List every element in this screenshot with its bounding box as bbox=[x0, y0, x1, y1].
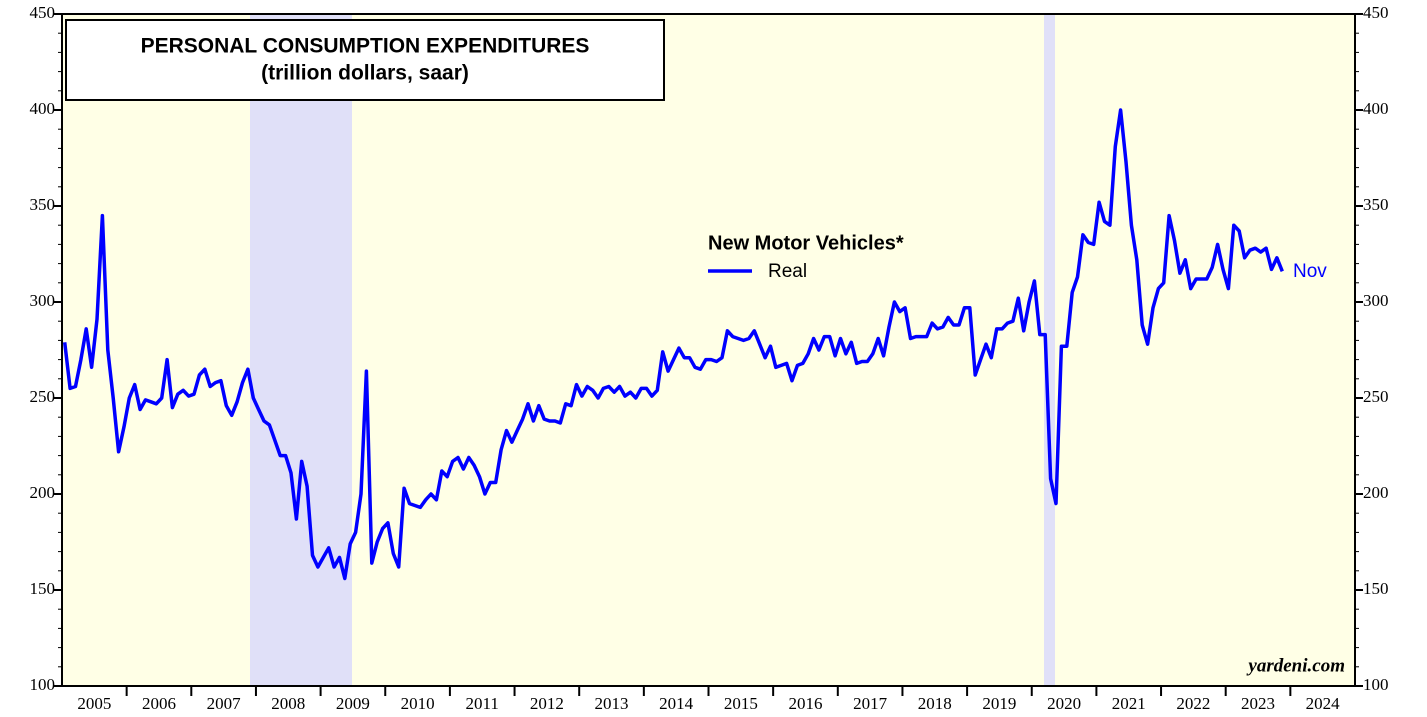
x-tick-label: 2022 bbox=[1176, 694, 1210, 713]
recession-band bbox=[1044, 14, 1055, 686]
x-tick-label: 2016 bbox=[788, 694, 822, 713]
y-tick-label-right: 100 bbox=[1363, 675, 1389, 694]
chart-subtitle: (trillion dollars, saar) bbox=[261, 62, 469, 85]
source: yardeni.com bbox=[1246, 655, 1345, 676]
x-tick-label: 2011 bbox=[466, 694, 499, 713]
chart-title: PERSONAL CONSUMPTION EXPENDITURES bbox=[141, 35, 590, 58]
y-tick-label: 100 bbox=[30, 675, 56, 694]
title-box bbox=[65, 19, 665, 101]
y-tick-label-right: 400 bbox=[1363, 99, 1389, 118]
x-tick-label: 2019 bbox=[982, 694, 1016, 713]
recession-band bbox=[250, 14, 352, 686]
y-tick-label: 250 bbox=[30, 387, 56, 406]
x-tick-label: 2008 bbox=[271, 694, 305, 713]
x-tick-label: 2013 bbox=[595, 694, 629, 713]
y-tick-label: 300 bbox=[30, 291, 56, 310]
x-tick-label: 2023 bbox=[1241, 694, 1275, 713]
annotation: Nov bbox=[1293, 261, 1327, 282]
y-tick-label: 450 bbox=[30, 3, 56, 22]
y-tick-label: 200 bbox=[30, 483, 56, 502]
y-tick-label-right: 450 bbox=[1363, 3, 1389, 22]
y-tick-label: 150 bbox=[30, 579, 56, 598]
y-tick-label: 400 bbox=[30, 99, 56, 118]
y-tick-label-right: 200 bbox=[1363, 483, 1389, 502]
x-tick-label: 2017 bbox=[853, 694, 888, 713]
x-tick-label: 2018 bbox=[918, 694, 952, 713]
y-tick-label: 350 bbox=[30, 195, 56, 214]
y-tick-label-right: 350 bbox=[1363, 195, 1389, 214]
x-tick-label: 2005 bbox=[77, 694, 111, 713]
x-tick-label: 2007 bbox=[207, 694, 242, 713]
legend-title: New Motor Vehicles* bbox=[708, 232, 904, 254]
x-tick-label: 2010 bbox=[401, 694, 435, 713]
x-tick-label: 2014 bbox=[659, 694, 694, 713]
x-tick-label: 2006 bbox=[142, 694, 176, 713]
x-tick-label: 2015 bbox=[724, 694, 758, 713]
data-line bbox=[62, 108, 1284, 581]
legend-label: Real bbox=[768, 261, 807, 282]
y-tick-label-right: 250 bbox=[1363, 387, 1389, 406]
x-tick-label: 2012 bbox=[530, 694, 564, 713]
x-tick-label: 2020 bbox=[1047, 694, 1081, 713]
x-tick-label: 2009 bbox=[336, 694, 370, 713]
y-tick-label-right: 150 bbox=[1363, 579, 1389, 598]
x-tick-label: 2024 bbox=[1306, 694, 1341, 713]
x-tick-label: 2021 bbox=[1112, 694, 1146, 713]
y-tick-label-right: 300 bbox=[1363, 291, 1389, 310]
